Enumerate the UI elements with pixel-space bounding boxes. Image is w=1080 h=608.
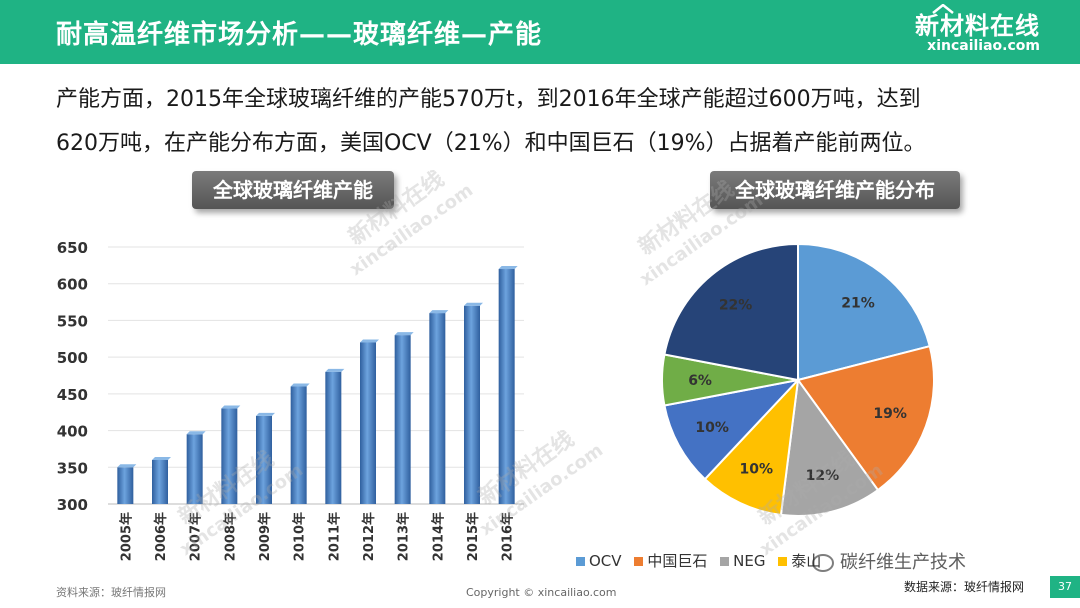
bar-top [290,383,310,387]
wechat-overlay: 碳纤维生产技术 [812,548,966,574]
house-icon [932,4,954,14]
pie-slice [703,377,800,517]
x-tick-label: 2007年 [188,512,204,561]
pie-slice [779,377,880,517]
pie-label: 12% [806,468,840,484]
page-number: 37 [1050,576,1080,598]
intro-line-2: 620万吨，在产能分布方面，美国OCV（21%）和中国巨石（19%）占据着产能前… [56,131,926,156]
pie-legend: OCV 中国巨石 NEG 泰山 [576,550,829,571]
bar-top [429,310,449,314]
bar-top [117,464,137,468]
y-tick-label: 600 [57,276,88,294]
logo-text-cn: 新材料在线 [915,12,1040,40]
bar-chart-title: 全球玻璃纤维产能 [192,171,394,209]
x-tick-label: 2016年 [500,512,516,561]
x-tick-label: 2006年 [153,512,169,561]
y-tick-label: 300 [57,496,88,514]
pie-label: 6% [688,373,712,389]
bar-top [498,266,518,270]
pie-label: 10% [695,420,729,436]
bar [325,371,342,504]
x-tick-label: 2013年 [396,512,412,561]
legend-item: 中国巨石 [634,550,707,571]
header-bar: 耐高温纤维市场分析——玻璃纤维—产能 新材料在线 xincailiao.com [0,0,1080,64]
logo-text-en: xincailiao.com [927,38,1040,54]
bar-top [394,332,414,336]
x-tick-label: 2011年 [326,512,342,561]
y-tick-label: 650 [57,239,88,257]
bar [117,467,134,504]
y-tick-label: 350 [57,459,88,477]
y-tick-label: 450 [57,386,88,404]
y-tick-label: 500 [57,349,88,367]
pie-slice [663,242,799,382]
bar [394,335,411,504]
pie-slice [796,344,935,492]
copyright-note: Copyright © xincailiao.com [466,586,617,599]
y-tick-label: 550 [57,312,88,330]
wechat-icon [812,554,834,572]
bar-top [221,405,241,409]
x-tick-label: 2014年 [430,512,446,561]
bar-top [360,339,379,343]
pie-label: 10% [740,462,774,478]
legend-item: NEG [720,552,765,570]
pie-chart-title: 全球玻璃纤维产能分布 [710,171,960,209]
y-tick-label: 400 [57,423,88,441]
pie-slice [797,242,931,382]
bar-top [186,431,206,435]
x-tick-label: 2009年 [257,512,273,561]
pie-slice [663,378,801,481]
intro-paragraph: 产能方面，2015年全球玻璃纤维的产能570万t，到2016年全球产能超过600… [56,78,1036,166]
bar-chart: 300 350 400 450 500 550 600 650 2005年 2006年 2007年 2… [57,239,524,561]
x-tick-label: 2012年 [361,512,377,561]
brand-logo: 新材料在线 xincailiao.com [912,4,1040,60]
bar [464,305,480,504]
x-tick-label: 2008年 [222,512,238,561]
intro-line-1: 产能方面，2015年全球玻璃纤维的产能570万t，到2016年全球产能超过600… [56,87,921,112]
x-tick-label: 2010年 [292,512,308,561]
bar [186,434,203,504]
pie-label: 21% [841,296,875,312]
bar [360,342,376,504]
bar [498,269,515,504]
pie-chart: 21% 19% 12% 10% 10% 6% 22% [661,242,935,517]
pie-label: 19% [873,406,907,422]
bar [290,386,307,504]
bar-top [256,412,275,416]
pie-label: 22% [719,298,753,314]
bar-top [152,456,171,460]
bar [152,459,168,504]
source-note-left: 资料来源：玻纤情报网 [56,586,166,599]
bar [256,415,272,504]
page-title: 耐高温纤维市场分析——玻璃纤维—产能 [56,20,543,50]
bar-top [325,368,345,372]
bar [429,313,446,504]
source-note-right: 数据来源：玻纤情报网 [904,580,1025,594]
bar [221,408,238,504]
x-tick-label: 2005年 [118,512,134,561]
x-tick-label: 2015年 [465,512,481,561]
bar-top [464,302,483,306]
legend-item: OCV [576,552,622,570]
